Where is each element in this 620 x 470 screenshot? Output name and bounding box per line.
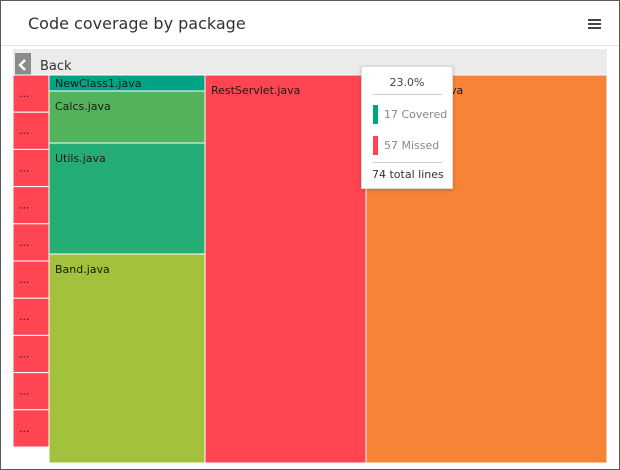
treemap-cell[interactable] (48, 142, 206, 255)
treemap-cell-label: ... (19, 347, 30, 360)
treemap-cell-label: ... (19, 161, 30, 174)
treemap-cell-label: ... (19, 273, 30, 286)
treemap-cell-label: Utils.java (55, 152, 106, 165)
treemap-cell[interactable] (13, 223, 50, 262)
treemap-cell-label: va (450, 84, 463, 97)
treemap-cell[interactable] (13, 74, 50, 113)
treemap-cell-label: RestServlet.java (211, 84, 300, 97)
treemap-cell[interactable] (13, 297, 50, 336)
treemap-cell-label: Band.java (55, 263, 110, 276)
tooltip-percent: 23.0% (389, 76, 425, 89)
treemap-cell-label: ... (19, 236, 30, 249)
widget-title: Code coverage by package (28, 14, 246, 33)
tooltip-total: 74 total lines (372, 168, 444, 181)
back-bar: Back (13, 49, 607, 77)
treemap-cell[interactable] (48, 90, 206, 144)
treemap-cell-label: ... (19, 385, 30, 398)
treemap-cell[interactable] (13, 409, 50, 448)
treemap-cell-label: ... (19, 199, 30, 212)
coverage-tooltip: 23.0% 17 Covered 57 Missed 74 total line… (361, 66, 453, 189)
treemap-cell-label: ... (19, 87, 30, 100)
hamburger-menu-icon[interactable] (588, 19, 601, 30)
tooltip-divider (372, 94, 442, 95)
tooltip-missed: 57 Missed (384, 139, 440, 152)
widget-header: Code coverage by package (1, 1, 619, 46)
back-label: Back (40, 59, 72, 74)
covered-swatch (373, 105, 378, 124)
treemap-cell[interactable] (13, 148, 50, 188)
treemap-chart: .............................. NewClass1.… (13, 74, 607, 463)
treemap-cell-label: Calcs.java (55, 100, 111, 113)
treemap-area: Back .............................. NewCl… (13, 49, 607, 463)
tooltip-covered: 17 Covered (384, 108, 448, 121)
tooltip-divider (372, 162, 442, 163)
treemap-cell[interactable] (204, 74, 367, 463)
treemap-cell-label: ... (19, 422, 30, 435)
treemap-cell-label: ... (19, 310, 30, 323)
treemap-cell-label: NewClass1.java (55, 77, 141, 90)
treemap-cell[interactable] (48, 253, 206, 463)
back-button[interactable] (15, 53, 31, 77)
missed-swatch (373, 136, 378, 155)
chevron-left-icon (18, 59, 26, 71)
treemap-cell-label: ... (19, 124, 30, 137)
